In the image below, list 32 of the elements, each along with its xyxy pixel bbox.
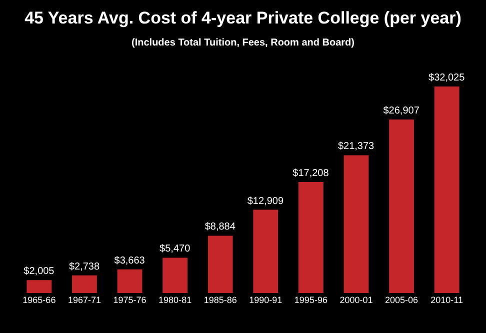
- data-label: $32,025: [428, 72, 466, 84]
- data-label: $21,373: [338, 141, 375, 152]
- bar: [298, 182, 324, 293]
- data-label: $2,005: [24, 266, 55, 278]
- bar: [253, 210, 278, 293]
- x-tick-label: 1980-81: [158, 295, 192, 305]
- x-tick-label: 1965-66: [22, 295, 56, 305]
- x-tick-label: 1967-71: [68, 295, 101, 305]
- bar: [434, 86, 460, 293]
- x-tick-label: 2000-01: [340, 295, 373, 305]
- data-label: $26,907: [383, 106, 420, 117]
- chart-title: 45 Years Avg. Cost of 4-year Private College (per year): [24, 8, 462, 28]
- x-tick-label: 1990-91: [249, 295, 282, 305]
- data-label: $2,738: [68, 261, 100, 272]
- bar: [162, 258, 188, 293]
- data-label: $12,909: [247, 196, 284, 207]
- data-label: $8,884: [204, 222, 236, 233]
- x-tick-label: 2010-11: [430, 295, 464, 305]
- bar: [117, 269, 142, 293]
- x-tick-label: 1985-86: [204, 295, 237, 305]
- bar: [72, 275, 97, 293]
- bar: [344, 155, 369, 293]
- bar: [26, 280, 52, 293]
- x-tick-label: 2005-06: [385, 295, 418, 305]
- x-tick-label: 1995-96: [294, 295, 328, 305]
- data-label: $3,663: [114, 255, 146, 266]
- x-tick-label: 1975-76: [113, 295, 146, 305]
- bar: [389, 120, 414, 293]
- bar: [208, 236, 233, 293]
- data-label: $17,208: [292, 168, 330, 180]
- chart-subtitle: (Includes Total Tuition, Fees, Room and Board): [132, 37, 354, 48]
- data-label: $5,470: [160, 244, 191, 255]
